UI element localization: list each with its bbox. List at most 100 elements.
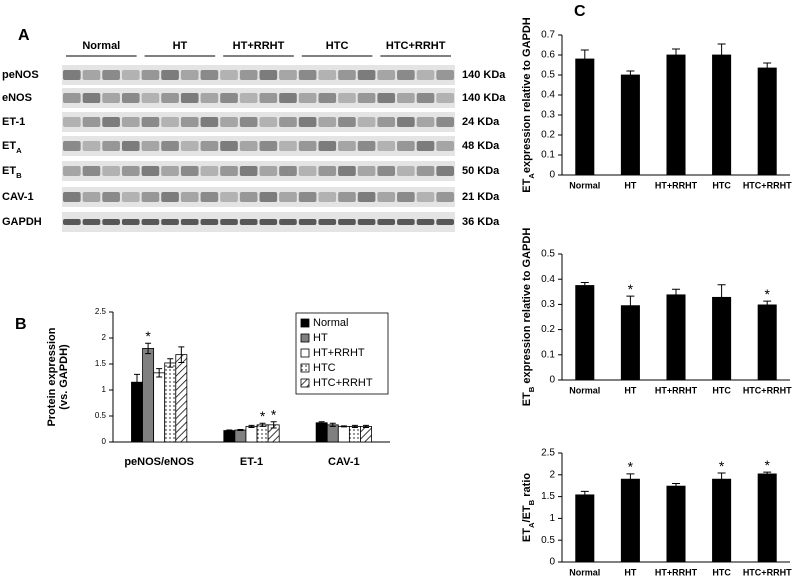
blot-band: [416, 192, 435, 202]
label-part: B: [527, 499, 536, 505]
error-bar: [717, 472, 726, 480]
blot-band: [180, 219, 199, 225]
error-bar: [580, 281, 589, 286]
blot-band: [318, 117, 337, 127]
error-bar: [626, 70, 635, 75]
x-tick-label: HTC+RRHT: [743, 385, 792, 395]
significance-marker: *: [145, 328, 151, 344]
blot-strip: [62, 88, 455, 108]
label-part: B: [527, 386, 536, 392]
legend-label: HT+RRHT: [313, 347, 365, 359]
legend-box: [295, 312, 389, 395]
size-label: 50 KDa: [462, 165, 500, 177]
blot-band: [63, 141, 81, 151]
blot-band: [161, 141, 179, 151]
blot-band: [436, 219, 454, 225]
blot-band: [102, 166, 120, 176]
error-bar: [763, 471, 772, 474]
y-tick-label: 1: [549, 513, 555, 524]
blot-strip: [62, 212, 455, 232]
label-part: expression relative to GAPDH: [521, 228, 533, 387]
error-bar: [717, 284, 726, 298]
y-tick-label: 0.7: [541, 30, 555, 41]
bar: [164, 362, 177, 443]
size-label: 140 KDa: [462, 92, 506, 104]
blot-band: [416, 166, 435, 176]
x-tick-label: ET-1: [240, 456, 263, 468]
blot-band: [377, 192, 396, 202]
y-tick-label: 0.5: [541, 535, 555, 546]
error-bar: [134, 373, 141, 391]
y-tick-label: 0.1: [541, 349, 555, 360]
label-part: /ET: [521, 505, 533, 522]
blot-band: [141, 93, 160, 103]
blot-band: [220, 93, 238, 103]
error-bar: [248, 424, 255, 428]
blot-band: [121, 166, 140, 176]
legend-label: Normal: [313, 317, 348, 329]
blot-band: [161, 117, 179, 127]
error-bar: [672, 483, 680, 487]
blot-band: [318, 141, 337, 151]
blot-band: [220, 166, 238, 176]
blot-band: [180, 141, 199, 151]
y-tick-label: 1.5: [541, 491, 555, 502]
x-tick-label: Normal: [569, 385, 600, 395]
y-tick-label: 0.1: [541, 150, 555, 161]
error-bar: [672, 288, 680, 295]
blot-band: [357, 166, 376, 176]
bar: [757, 473, 777, 563]
blot-band: [141, 117, 160, 127]
blot-band: [82, 117, 101, 127]
error-bar: [145, 342, 152, 355]
blot-band: [63, 70, 81, 80]
bar: [666, 294, 686, 381]
blot-band: [338, 166, 356, 176]
blot-band: [180, 192, 199, 202]
blot-band: [121, 70, 140, 80]
blot-strip: [62, 161, 455, 181]
bar: [757, 67, 777, 176]
error-bar: [237, 429, 244, 432]
blot-band: [357, 70, 376, 80]
significance-marker: *: [271, 406, 277, 422]
blot-band: [239, 117, 258, 127]
y-tick-label: 0.2: [541, 324, 555, 335]
group-label: HT: [173, 40, 188, 52]
bar: [360, 425, 372, 443]
blot-band: [180, 117, 199, 127]
protein-label: eNOS: [2, 92, 32, 104]
blot-band: [397, 70, 415, 80]
blot-band: [102, 93, 120, 103]
legend-label: HTC: [313, 362, 336, 374]
blot-band: [279, 219, 297, 225]
blot-band: [259, 219, 278, 225]
blot-band: [357, 219, 376, 225]
blot-band: [397, 93, 415, 103]
error-bar: [270, 421, 277, 429]
blot-band: [200, 192, 219, 202]
group-label: HTC+RRHT: [386, 40, 446, 52]
blot-band: [377, 141, 396, 151]
legend-swatch: [300, 348, 310, 358]
bar: [620, 478, 640, 563]
bar: [326, 424, 339, 443]
y-tick-label: 0.5: [541, 249, 555, 260]
y-axis-label: ETA/ETB ratio: [521, 473, 536, 542]
blot-band: [121, 219, 140, 225]
label-part: CAV-1: [2, 191, 34, 203]
y-axis-label: (vs. GAPDH): [58, 344, 70, 410]
protein-label: peNOS: [2, 69, 39, 81]
blot-band: [298, 117, 317, 127]
blot-strip: [62, 136, 455, 156]
x-tick-label: HT+RRHT: [655, 385, 698, 395]
blot-band: [141, 70, 160, 80]
blot-band: [63, 192, 81, 202]
y-tick-label: 2: [102, 333, 107, 342]
blot-band: [121, 93, 140, 103]
x-tick-label: peNOS/eNOS: [124, 456, 194, 468]
significance-marker: *: [764, 286, 770, 302]
blot-band: [397, 192, 415, 202]
blot-band: [318, 70, 337, 80]
blot-band: [357, 192, 376, 202]
